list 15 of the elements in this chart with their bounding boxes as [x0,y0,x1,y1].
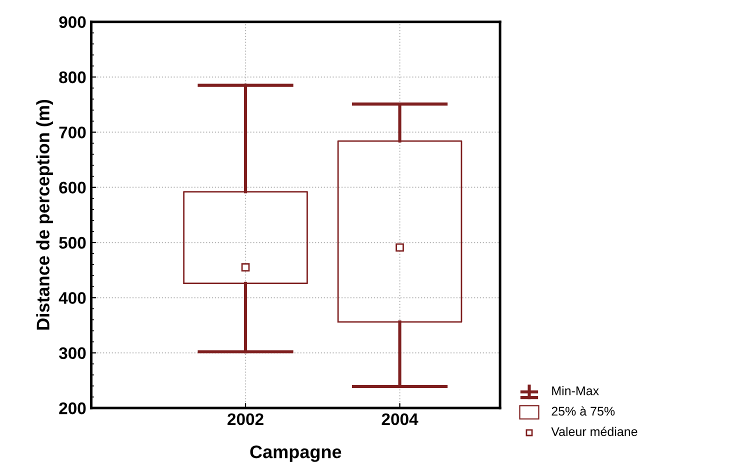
text: 25% à 75% [552,406,615,416]
y-tick-label: 400 [58,292,86,304]
text: Valeur médiane [551,426,638,436]
text: Min-Max [552,386,599,396]
y-tick-label: 600 [59,182,86,194]
y-tick-label: 200 [59,402,86,414]
y-tick-label: 500 [59,236,86,249]
y-tick-label: 800 [59,71,86,84]
x-tick-label: 2004 [382,413,418,426]
y-tick-label: 300 [58,347,86,360]
y-tick-label: 900 [59,16,86,28]
x-tick-label: 2002 [228,413,264,426]
y-tick-label: 700 [59,126,86,138]
y-axis-title: Distance de perception (m) [36,100,54,330]
x-axis-title: Campagne [250,445,342,462]
